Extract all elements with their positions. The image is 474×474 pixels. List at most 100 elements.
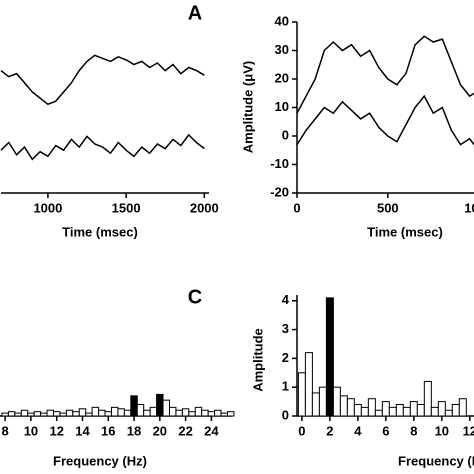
x-tick-label: 2000 <box>190 200 219 215</box>
x-tick-label: 12 <box>49 423 63 438</box>
bar <box>214 409 222 417</box>
bar <box>367 398 376 417</box>
y-tick-label: 1 <box>282 379 289 394</box>
y-tick-label: 20 <box>275 70 289 85</box>
bar <box>207 411 216 417</box>
bar <box>220 412 228 417</box>
y-tick-label: 30 <box>275 42 289 57</box>
bar <box>149 406 158 417</box>
bar <box>59 412 67 417</box>
bar <box>374 409 383 417</box>
bar <box>381 401 390 417</box>
bar <box>117 408 125 417</box>
y-tick-label: 10 <box>275 99 289 114</box>
trace <box>0 54 205 106</box>
bar <box>52 411 61 417</box>
bar <box>98 409 106 417</box>
x-tick-label: 500 <box>377 200 399 215</box>
bar <box>123 409 132 417</box>
bar <box>395 403 404 417</box>
bar <box>162 399 170 417</box>
bar <box>175 409 183 417</box>
bar <box>444 409 453 417</box>
x-axis-label: Frequency (Hz) <box>398 453 474 468</box>
x-tick-label: 2 <box>326 423 333 438</box>
x-tick-label: 0 <box>298 423 305 438</box>
bar <box>104 411 112 417</box>
bar <box>325 297 334 417</box>
y-axis-label: Amplitude <box>250 328 265 392</box>
y-tick-label: -20 <box>270 184 289 199</box>
trace <box>296 35 474 114</box>
x-tick-label: 1000 <box>464 200 474 215</box>
bar <box>451 403 460 417</box>
bar <box>72 411 80 417</box>
panel-letter: A <box>188 2 202 24</box>
x-tick-label: 8 <box>2 423 9 438</box>
bar <box>7 411 16 417</box>
bar <box>33 411 42 417</box>
trace <box>0 133 205 161</box>
x-tick-label: 0 <box>293 200 300 215</box>
x-tick-label: 12 <box>463 423 474 438</box>
bar <box>1 412 9 417</box>
bar <box>388 406 397 417</box>
x-tick-label: 24 <box>204 423 219 438</box>
x-axis-label: Time (msec) <box>62 224 138 239</box>
bar <box>46 409 54 417</box>
x-tick-label: 6 <box>382 423 389 438</box>
x-tick-label: 20 <box>153 423 167 438</box>
bar <box>201 409 209 417</box>
bar <box>85 412 93 417</box>
x-tick-label: 18 <box>127 423 141 438</box>
bar <box>168 406 177 417</box>
bar <box>318 386 327 417</box>
y-tick-label: -10 <box>270 156 289 171</box>
x-tick-label: 1500 <box>112 200 141 215</box>
bar <box>402 406 411 417</box>
y-tick-label: 4 <box>282 292 290 307</box>
y-axis-label: Amplitude (μV) <box>240 61 255 153</box>
bar <box>14 412 22 417</box>
x-axis-label: Time (msec) <box>367 224 443 239</box>
bar <box>20 409 29 417</box>
bar <box>136 403 145 417</box>
x-tick-label: 22 <box>178 423 192 438</box>
bar <box>332 386 341 417</box>
bar <box>40 412 48 417</box>
bar <box>188 411 196 417</box>
bar <box>416 403 425 417</box>
x-tick-label: 1000 <box>33 200 62 215</box>
bar <box>353 403 362 417</box>
bar <box>226 411 235 417</box>
y-tick-label: 0 <box>282 127 289 142</box>
x-tick-label: 14 <box>75 423 90 438</box>
y-tick-label: 0 <box>282 407 289 422</box>
bar <box>78 408 87 417</box>
bar <box>430 406 439 417</box>
y-tick-label: 2 <box>282 350 289 365</box>
bar <box>311 392 320 417</box>
bar <box>156 393 164 417</box>
x-axis-label: Frequency (Hz) <box>53 453 147 468</box>
y-tick-label: 3 <box>282 321 289 336</box>
x-tick-label: 4 <box>354 423 362 438</box>
x-tick-label: 10 <box>24 423 38 438</box>
bar <box>409 401 418 417</box>
bar <box>110 406 119 417</box>
x-tick-label: 10 <box>435 423 449 438</box>
bar <box>130 395 138 417</box>
bar <box>339 395 348 417</box>
bar <box>423 380 432 417</box>
y-tick-label: 40 <box>275 13 289 28</box>
panel-letter: C <box>188 286 202 308</box>
bar <box>143 409 151 417</box>
bar <box>297 372 306 417</box>
x-tick-label: 8 <box>410 423 417 438</box>
bar <box>304 352 313 417</box>
bar <box>194 406 203 417</box>
bar <box>437 401 446 417</box>
bar <box>458 398 467 417</box>
bar <box>346 398 355 417</box>
